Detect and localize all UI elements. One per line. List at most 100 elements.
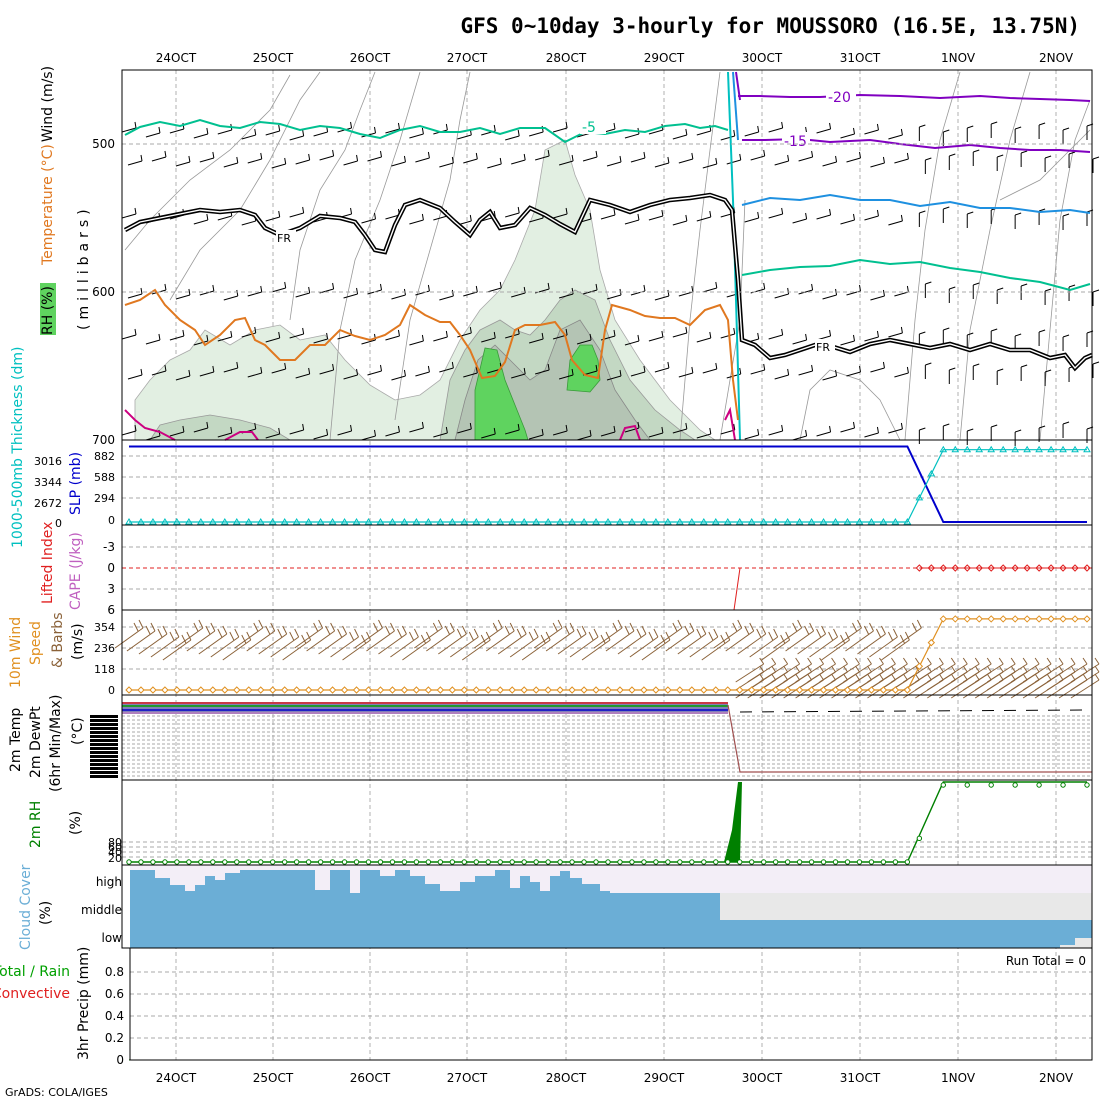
wind-marker: [472, 686, 480, 694]
upper-barb: [175, 369, 191, 381]
surface-barb: [426, 622, 455, 652]
upper-barb: [798, 364, 814, 376]
wind-marker: [364, 686, 373, 694]
surface-barb: [258, 625, 288, 655]
thickness-marker: [807, 518, 816, 525]
wind-marker: [532, 686, 540, 694]
temp-contour-mid: [741, 193, 1091, 214]
wind-marker: [245, 686, 253, 694]
date-label-top: 2NOV: [1039, 51, 1074, 65]
surface-barb: [998, 657, 1028, 683]
upper-barb: [648, 426, 664, 438]
upper-barb: [630, 151, 646, 163]
rh-marker: [401, 859, 408, 865]
upper-barb: [990, 424, 998, 441]
thickness-marker: [388, 518, 397, 525]
surface-barb: [497, 625, 527, 655]
upper-barb: [768, 424, 784, 436]
temp-tick: [90, 775, 118, 778]
total-rain-label: Total / Rain: [0, 964, 70, 980]
thickness-marker: [675, 518, 684, 525]
upper-barb: [972, 149, 980, 166]
surface-barb: [545, 622, 575, 652]
wind-marker: [149, 686, 157, 694]
wind-marker: [628, 686, 636, 694]
wind-marker: [1059, 615, 1067, 623]
thickness-marker: [125, 518, 133, 525]
low-cloud-gap: [1060, 938, 1092, 948]
cloud-level-middle: middle: [81, 903, 122, 917]
surface-barb: [831, 657, 860, 683]
surface-barb: [330, 628, 359, 658]
rh-marker: [701, 859, 707, 865]
freezing-line-inner: [124, 194, 1093, 370]
rh-marker: [162, 859, 168, 865]
upper-barb: [558, 154, 574, 166]
ytick-left: 2672: [34, 497, 62, 510]
upper-air-panel: -20 -15 -5 FR FR 500 600 700 RH (%) Temp…: [40, 66, 1100, 447]
upper-barb: [127, 154, 143, 166]
rh-marker: [365, 859, 372, 865]
li-marker: [1047, 564, 1055, 572]
ytick-left: 0: [55, 517, 62, 530]
upper-barb: [151, 364, 167, 376]
upper-barb: [888, 214, 903, 226]
upper-barb: [648, 209, 664, 221]
wind-marker: [376, 686, 385, 694]
thickness-marker: [903, 518, 912, 525]
surface-barb: [593, 619, 623, 649]
rh2m-unit: (%): [68, 811, 84, 835]
surface-barb: [342, 631, 371, 661]
label-bg: [580, 118, 606, 134]
upper-barb: [726, 153, 742, 165]
thickness-marker: [951, 445, 960, 453]
ytick: 20: [108, 852, 122, 865]
li-marker: [999, 564, 1007, 572]
upper-barb: [678, 285, 694, 297]
surface-barb: [414, 619, 443, 649]
wind-marker: [257, 686, 265, 694]
upper-barb: [343, 287, 359, 299]
upper-barb: [870, 361, 885, 373]
rh-marker: [150, 859, 156, 865]
upper-barb: [439, 156, 454, 168]
upper-barb: [319, 363, 335, 375]
upper-barb: [822, 155, 838, 167]
surface-barb: [126, 622, 156, 652]
upper-barb: [600, 208, 616, 220]
upper-barb: [792, 429, 808, 441]
surface-barb: [927, 657, 956, 683]
thickness-marker: [268, 518, 277, 525]
date-label-bottom: 30OCT: [742, 1071, 783, 1085]
upper-barb: [385, 329, 400, 341]
upper-barb: [1062, 127, 1070, 144]
surface-barb: [509, 628, 539, 658]
date-label-top: 1NOV: [941, 51, 976, 65]
date-label-bottom: 1NOV: [941, 1071, 976, 1085]
upper-barb: [648, 330, 664, 342]
date-label-top: 25OCT: [253, 51, 294, 65]
upper-barb: [846, 151, 861, 163]
thickness-label: 1000-500mb Thickness (dm): [10, 347, 26, 548]
upper-barb: [870, 289, 885, 301]
upper-barb: [948, 367, 956, 384]
thickness-marker: [256, 518, 265, 525]
surface-barb: [390, 628, 419, 658]
wind-marker: [604, 686, 612, 694]
surface-barb: [174, 619, 204, 649]
upper-barb: [343, 368, 359, 380]
slp-thickness-panel: 3016 3344 2672 882 588 294 0 0 1000-500m…: [10, 347, 1093, 548]
rh-marker: [808, 859, 815, 865]
upper-barb: [529, 332, 544, 344]
thickness-marker: [927, 469, 936, 477]
wind-marker: [580, 686, 588, 694]
rh-marker: [461, 859, 467, 865]
upper-barb: [391, 155, 406, 167]
thickness-marker: [592, 518, 600, 525]
millibars-label: (millibars): [76, 204, 92, 330]
upper-barb: [193, 213, 209, 225]
upper-barb: [145, 333, 161, 345]
upper-barb: [415, 151, 430, 163]
upper-barb: [535, 149, 550, 161]
